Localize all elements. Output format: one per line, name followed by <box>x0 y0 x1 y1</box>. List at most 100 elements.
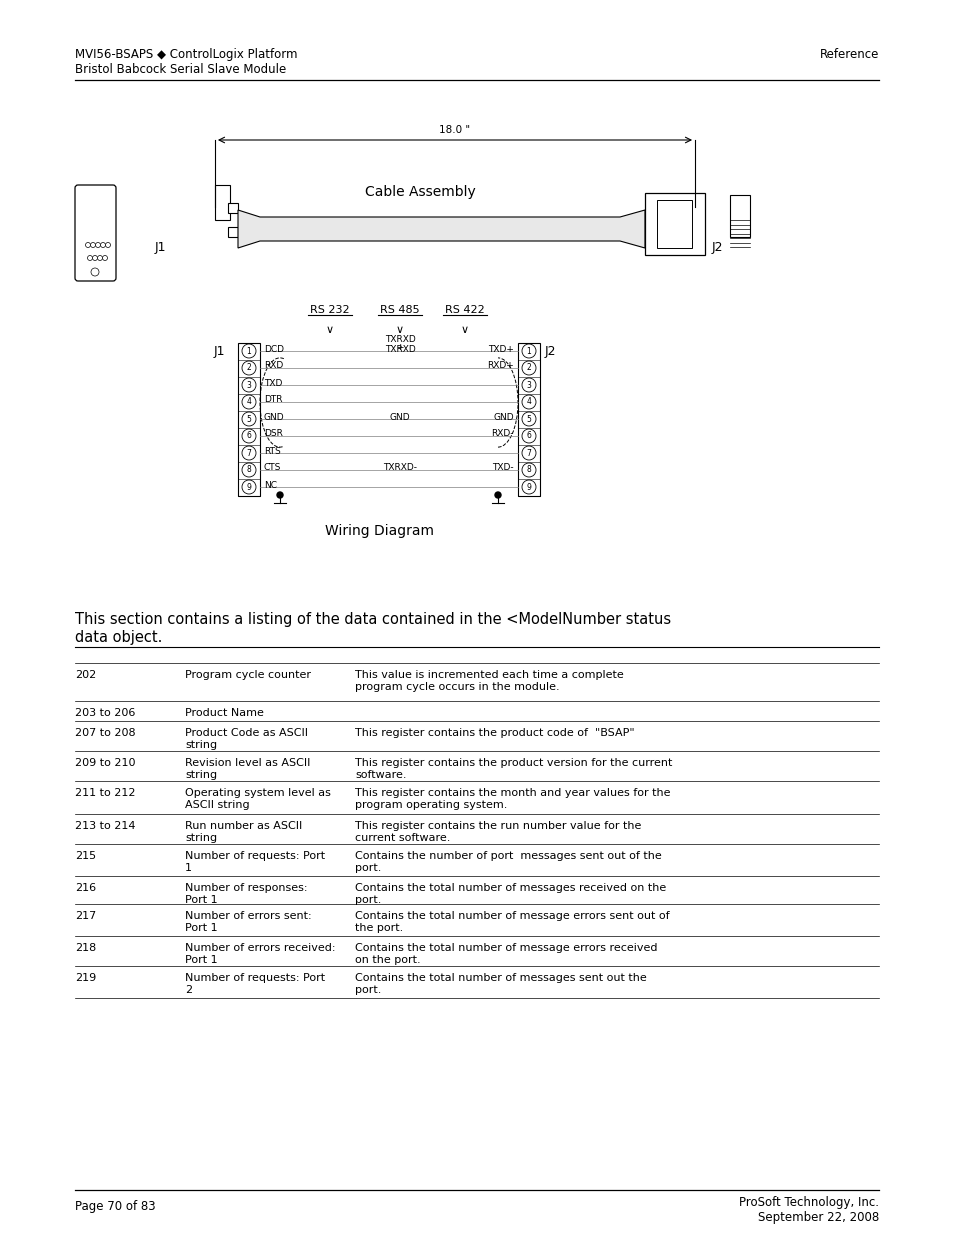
Text: 4: 4 <box>526 398 531 406</box>
Text: ∨: ∨ <box>460 325 469 335</box>
Text: Product Code as ASCII: Product Code as ASCII <box>185 727 308 739</box>
Text: This value is incremented each time a complete: This value is incremented each time a co… <box>355 671 623 680</box>
Text: This register contains the product code of  "BSAP": This register contains the product code … <box>355 727 634 739</box>
Circle shape <box>242 480 255 494</box>
Text: Page 70 of 83: Page 70 of 83 <box>75 1200 155 1213</box>
Text: NC: NC <box>264 480 276 489</box>
Text: Run number as ASCII: Run number as ASCII <box>185 821 302 831</box>
Bar <box>228 203 237 212</box>
Text: software.: software. <box>355 769 406 781</box>
Text: 3: 3 <box>526 380 531 389</box>
Circle shape <box>91 268 99 275</box>
Text: port.: port. <box>355 986 381 995</box>
Text: GND: GND <box>493 412 514 421</box>
Circle shape <box>242 429 255 443</box>
Circle shape <box>100 242 106 247</box>
Text: port.: port. <box>355 895 381 905</box>
Text: J1: J1 <box>213 345 225 358</box>
Text: 216: 216 <box>75 883 96 893</box>
Text: 18.0 ": 18.0 " <box>439 125 470 135</box>
Text: 207 to 208: 207 to 208 <box>75 727 135 739</box>
Text: GND: GND <box>389 412 410 421</box>
Circle shape <box>95 242 100 247</box>
Text: Number of errors sent:: Number of errors sent: <box>185 911 312 921</box>
Text: 202: 202 <box>75 671 96 680</box>
Text: +: + <box>395 343 403 352</box>
Bar <box>228 227 237 237</box>
Text: RXD-: RXD- <box>491 430 514 438</box>
Text: 9: 9 <box>246 483 252 492</box>
Text: September 22, 2008: September 22, 2008 <box>757 1212 878 1224</box>
Text: program operating system.: program operating system. <box>355 800 507 810</box>
Circle shape <box>521 395 536 409</box>
Text: 6: 6 <box>246 431 252 441</box>
Text: Wiring Diagram: Wiring Diagram <box>325 524 434 538</box>
Text: TXD+: TXD+ <box>488 345 514 353</box>
Text: This register contains the product version for the current: This register contains the product versi… <box>355 758 672 768</box>
Text: DTR: DTR <box>264 395 282 405</box>
Text: 203 to 206: 203 to 206 <box>75 708 135 718</box>
Text: RS 232: RS 232 <box>310 305 350 315</box>
Text: 5: 5 <box>526 415 531 424</box>
Text: RTS: RTS <box>264 447 280 456</box>
Polygon shape <box>237 210 644 248</box>
Circle shape <box>276 492 283 498</box>
Text: 9: 9 <box>526 483 531 492</box>
Text: DCD: DCD <box>264 345 284 353</box>
Circle shape <box>521 463 536 477</box>
FancyBboxPatch shape <box>75 185 116 282</box>
Circle shape <box>88 256 92 261</box>
Circle shape <box>495 492 500 498</box>
Text: 6: 6 <box>526 431 531 441</box>
Circle shape <box>86 242 91 247</box>
Text: Contains the total number of messages sent out the: Contains the total number of messages se… <box>355 973 646 983</box>
Text: 215: 215 <box>75 851 96 861</box>
Text: the port.: the port. <box>355 923 403 932</box>
Text: J2: J2 <box>544 345 556 358</box>
Text: Operating system level as: Operating system level as <box>185 788 331 798</box>
Text: DSR: DSR <box>264 430 283 438</box>
Text: This section contains a listing of the data contained in the <ModelNumber status: This section contains a listing of the d… <box>75 613 670 627</box>
Circle shape <box>242 345 255 358</box>
Text: on the port.: on the port. <box>355 955 420 965</box>
Text: Number of requests: Port: Number of requests: Port <box>185 973 325 983</box>
Text: 5: 5 <box>246 415 252 424</box>
Text: program cycle occurs in the module.: program cycle occurs in the module. <box>355 682 559 692</box>
Text: 2: 2 <box>247 363 251 373</box>
Text: string: string <box>185 740 217 750</box>
Text: Port 1: Port 1 <box>185 955 217 965</box>
Text: 219: 219 <box>75 973 96 983</box>
Text: J1: J1 <box>154 242 167 254</box>
Text: 8: 8 <box>526 466 531 474</box>
Bar <box>517 343 539 496</box>
Text: ProSoft Technology, Inc.: ProSoft Technology, Inc. <box>739 1195 878 1209</box>
Text: Cable Assembly: Cable Assembly <box>364 185 475 199</box>
Text: 1: 1 <box>247 347 251 356</box>
Text: 3: 3 <box>246 380 252 389</box>
Circle shape <box>242 378 255 391</box>
Text: RXD+: RXD+ <box>487 362 514 370</box>
Text: Program cycle counter: Program cycle counter <box>185 671 311 680</box>
Text: Contains the total number of message errors sent out of: Contains the total number of message err… <box>355 911 669 921</box>
Circle shape <box>242 395 255 409</box>
Circle shape <box>92 256 97 261</box>
Circle shape <box>521 480 536 494</box>
Text: Port 1: Port 1 <box>185 895 217 905</box>
Text: string: string <box>185 769 217 781</box>
Text: This register contains the run number value for the: This register contains the run number va… <box>355 821 640 831</box>
Circle shape <box>521 345 536 358</box>
Text: ∨: ∨ <box>395 325 404 335</box>
Text: Port 1: Port 1 <box>185 923 217 932</box>
Text: Bristol Babcock Serial Slave Module: Bristol Babcock Serial Slave Module <box>75 63 286 77</box>
Circle shape <box>521 378 536 391</box>
Text: RS 485: RS 485 <box>380 305 419 315</box>
Text: TXD-: TXD- <box>492 463 514 473</box>
Text: TXRXD: TXRXD <box>384 345 415 353</box>
Circle shape <box>242 412 255 426</box>
Bar <box>657 200 691 248</box>
Circle shape <box>91 242 95 247</box>
Text: ∨: ∨ <box>326 325 334 335</box>
Text: Number of requests: Port: Number of requests: Port <box>185 851 325 861</box>
Circle shape <box>521 446 536 459</box>
Text: RXD: RXD <box>264 362 283 370</box>
